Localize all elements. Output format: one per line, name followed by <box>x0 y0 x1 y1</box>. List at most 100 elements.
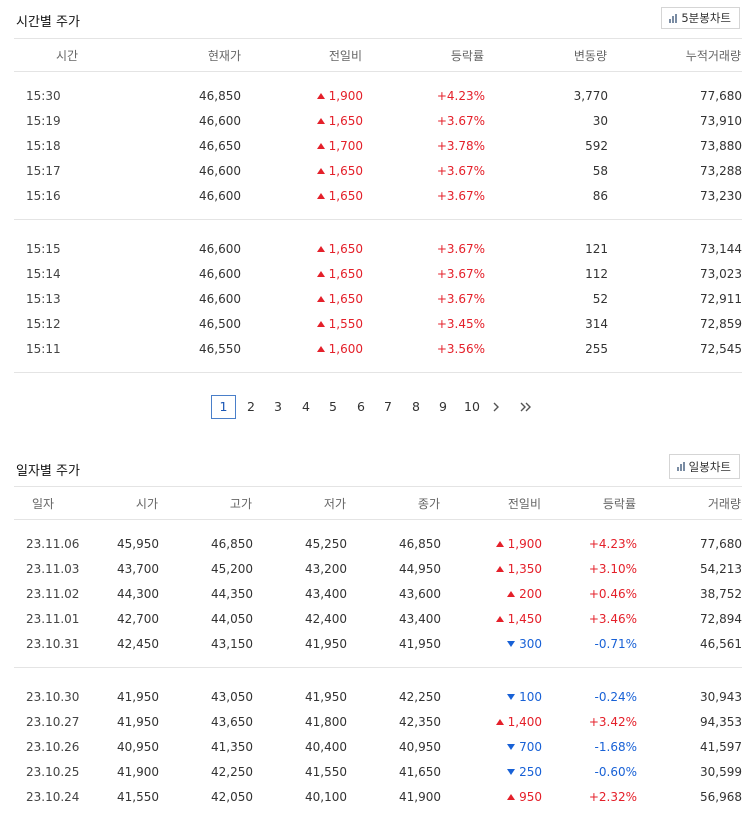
high-cell: 45,200 <box>211 561 253 576</box>
high-cell: 44,350 <box>211 586 253 601</box>
row-spacer <box>14 668 742 684</box>
daily-chart-button[interactable]: 일봉차트 <box>668 454 740 479</box>
triangle-down-icon <box>507 743 516 750</box>
table-row: 23.10.26 40,950 41,350 40,400 40,950 700 -1.68… <box>14 734 742 759</box>
volume-cell: 592 <box>585 138 608 153</box>
triangle-down-icon <box>507 768 516 775</box>
page-link-4[interactable]: 4 <box>302 399 310 414</box>
triangle-up-icon <box>316 295 325 302</box>
col-header: 저가 <box>253 486 347 520</box>
double-chevron-right-icon[interactable] <box>516 395 536 419</box>
col-header: 거래량 <box>637 486 742 520</box>
daily-section: 일자별 주가 일봉차트 일자 시가 고가 저가 종가 전일비 등락률 거래량 2… <box>14 452 742 814</box>
date-cell: 23.10.31 <box>26 636 80 651</box>
rate-cell: +4.23% <box>588 536 637 551</box>
close-cell: 44,950 <box>399 561 441 576</box>
page-link-3[interactable]: 3 <box>274 399 282 414</box>
price-cell: 46,500 <box>199 316 241 331</box>
volume-cell: 46,561 <box>700 636 742 651</box>
chevron-right-icon[interactable] <box>488 395 504 419</box>
change-value: 1,350 <box>507 561 542 576</box>
rate-cell: +0.46% <box>588 586 637 601</box>
high-cell: 46,850 <box>211 536 253 551</box>
table-row: 15:14 46,600 1,650 +3.67% 112 73,023 <box>14 261 742 286</box>
5min-chart-button[interactable]: 5분봉차트 <box>661 7 740 29</box>
daily-header-row: 일자 시가 고가 저가 종가 전일비 등락률 거래량 <box>14 486 742 520</box>
page-link-9[interactable]: 9 <box>439 399 447 414</box>
table-row: 23.10.30 41,950 43,050 41,950 42,250 100 -0.24… <box>14 684 742 709</box>
change-cell: 1,450 <box>441 606 542 631</box>
change-cell: 700 <box>441 734 542 759</box>
open-cell: 41,950 <box>117 689 159 704</box>
cumulative-volume-cell: 73,144 <box>700 241 742 256</box>
time-cell: 15:16 <box>26 188 61 203</box>
open-cell: 42,450 <box>117 636 159 651</box>
rate-cell: +3.67% <box>436 241 485 256</box>
price-cell: 46,600 <box>199 241 241 256</box>
change-value: 1,650 <box>328 266 363 281</box>
col-header: 시간 <box>14 38 104 72</box>
open-cell: 40,950 <box>117 739 159 754</box>
bar-chart-icon <box>676 462 685 471</box>
volume-cell: 30 <box>592 113 608 128</box>
change-cell: 1,900 <box>441 531 542 556</box>
table-row: 15:18 46,650 1,700 +3.78% 592 73,880 <box>14 133 742 158</box>
table-row: 23.10.24 41,550 42,050 40,100 41,900 950 +2.32… <box>14 784 742 809</box>
rate-cell: +3.78% <box>436 138 485 153</box>
page-link-1[interactable]: 1 <box>211 395 236 419</box>
low-cell: 41,800 <box>305 714 347 729</box>
close-cell: 41,900 <box>399 789 441 804</box>
table-row: 23.10.31 42,450 43,150 41,950 41,950 300 -0.71… <box>14 631 742 656</box>
col-header: 시가 <box>87 486 159 520</box>
rate-cell: -0.24% <box>594 689 637 704</box>
change-cell: 1,600 <box>241 336 363 361</box>
close-cell: 41,650 <box>399 764 441 779</box>
page-link-6[interactable]: 6 <box>357 399 365 414</box>
change-value: 1,400 <box>507 714 542 729</box>
change-value: 200 <box>519 586 542 601</box>
table-row: 15:17 46,600 1,650 +3.67% 58 73,288 <box>14 158 742 183</box>
col-header: 누적거래량 <box>608 38 742 72</box>
volume-cell: 72,894 <box>700 611 742 626</box>
low-cell: 41,550 <box>305 764 347 779</box>
change-value: 1,900 <box>507 536 542 551</box>
price-cell: 46,600 <box>199 163 241 178</box>
change-cell: 1,550 <box>241 311 363 336</box>
col-header: 변동량 <box>485 38 608 72</box>
low-cell: 43,400 <box>305 586 347 601</box>
page-link-8[interactable]: 8 <box>412 399 420 414</box>
col-header: 전일비 <box>241 38 363 72</box>
page-link-5[interactable]: 5 <box>329 399 337 414</box>
change-value: 1,700 <box>328 138 363 153</box>
close-cell: 41,950 <box>399 636 441 651</box>
rate-cell: +3.46% <box>588 611 637 626</box>
table-row: 23.10.27 41,950 43,650 41,800 42,350 1,400 +3.… <box>14 709 742 734</box>
page-link-2[interactable]: 2 <box>247 399 255 414</box>
close-cell: 43,400 <box>399 611 441 626</box>
change-value: 1,650 <box>328 188 363 203</box>
open-cell: 45,950 <box>117 536 159 551</box>
change-value: 1,900 <box>328 88 363 103</box>
table-row: 23.11.03 43,700 45,200 43,200 44,950 1,350 +3.… <box>14 556 742 581</box>
page-link-10[interactable]: 10 <box>464 399 480 414</box>
volume-cell: 3,770 <box>573 88 608 103</box>
change-cell: 1,900 <box>241 83 363 108</box>
rate-cell: +3.67% <box>436 163 485 178</box>
time-cell: 15:17 <box>26 163 61 178</box>
page-link-7[interactable]: 7 <box>384 399 392 414</box>
cumulative-volume-cell: 73,880 <box>700 138 742 153</box>
table-row: 23.11.02 44,300 44,350 43,400 43,600 200 +0.46… <box>14 581 742 606</box>
open-cell: 41,550 <box>117 789 159 804</box>
cumulative-volume-cell: 77,680 <box>700 88 742 103</box>
change-cell: 1,650 <box>241 286 363 311</box>
rate-cell: -1.68% <box>594 739 637 754</box>
group-divider <box>14 667 742 668</box>
change-value: 1,450 <box>507 611 542 626</box>
triangle-down-icon <box>507 640 516 647</box>
cumulative-volume-cell: 72,545 <box>700 341 742 356</box>
volume-cell: 77,680 <box>700 536 742 551</box>
volume-cell: 38,752 <box>700 586 742 601</box>
rate-cell: +4.23% <box>436 88 485 103</box>
date-cell: 23.11.06 <box>26 536 80 551</box>
date-cell: 23.11.03 <box>26 561 80 576</box>
